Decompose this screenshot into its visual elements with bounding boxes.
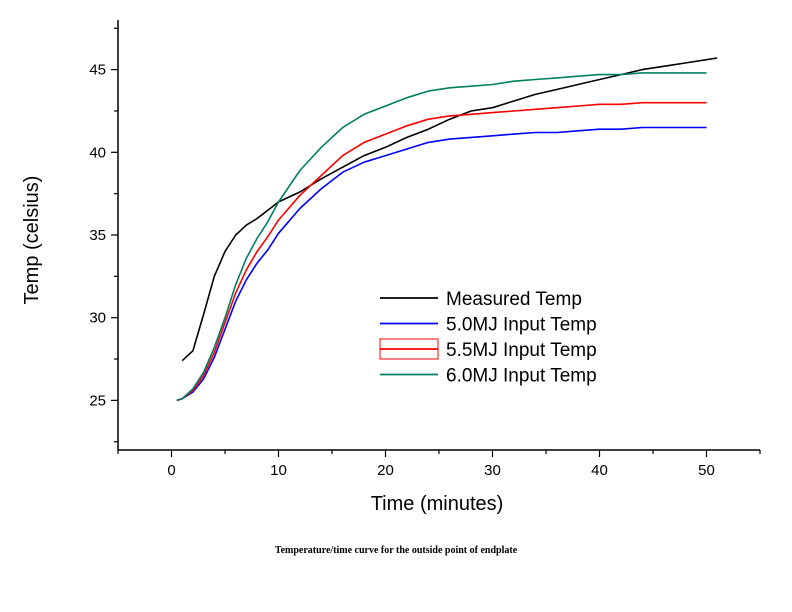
x-tick-label: 30	[484, 462, 501, 479]
y-tick-label: 40	[89, 144, 106, 161]
y-tick-label: 25	[89, 392, 106, 409]
x-tick-label: 0	[167, 462, 175, 479]
y-tick-label: 45	[89, 62, 106, 79]
legend: Measured Temp 5.0MJ Input Temp 5.5MJ Input…	[379, 289, 597, 387]
legend-label: Measured Temp	[446, 289, 582, 310]
legend-label: 6.0MJ Input Temp	[446, 366, 597, 387]
y-axis-title: Temp (celsius)	[21, 176, 43, 305]
x-tick-label: 50	[698, 462, 715, 479]
y-tick-label: 30	[89, 310, 106, 327]
y-tick-label: 35	[89, 227, 106, 244]
series-line-4	[176, 72, 707, 402]
legend-label: 5.5MJ Input Temp	[446, 340, 597, 361]
axes: 0 10 20 30 40 50 25 30 35 40 45 Time (minutes) Temp …	[21, 20, 761, 515]
x-tick-label: 20	[377, 462, 394, 479]
figure-caption: Temperature/time curve for the outside p…	[274, 545, 518, 556]
x-tick-label: 10	[270, 462, 287, 479]
series-line-2	[176, 126, 707, 402]
x-tick-label: 40	[591, 462, 608, 479]
legend-label: 5.0MJ Input Temp	[446, 315, 597, 336]
series-line-3	[176, 101, 707, 402]
x-axis-title: Time (minutes)	[371, 493, 504, 515]
plot-lines	[176, 57, 718, 402]
